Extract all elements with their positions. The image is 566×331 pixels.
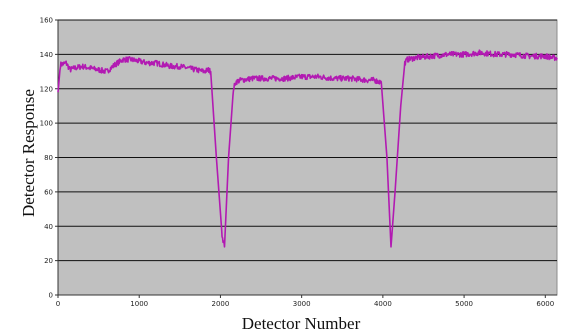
y-tick-label-140: 140 [40, 51, 53, 59]
y-tick-label-0: 0 [49, 292, 53, 300]
y-tick-label-60: 60 [44, 188, 53, 196]
y-axis-ticks: 0 20 40 60 80 100 120 140 160 [40, 17, 58, 300]
gridlines [58, 19, 557, 262]
x-axis-title: Detector Number [242, 314, 361, 331]
series-line-0 [57, 49, 558, 248]
series-group [57, 49, 558, 248]
y-axis-title: Detector Response [19, 89, 38, 217]
x-axis-ticks: 0 1000 2000 3000 4000 5000 6000 [56, 295, 554, 308]
x-tick-label-2000: 2000 [212, 300, 230, 308]
x-tick-label-1000: 1000 [130, 300, 148, 308]
x-tick-label-6000: 6000 [536, 300, 554, 308]
y-tick-label-80: 80 [44, 154, 53, 162]
x-tick-label-5000: 5000 [455, 300, 473, 308]
y-tick-label-40: 40 [44, 223, 53, 231]
x-tick-label-0: 0 [56, 300, 60, 308]
y-tick-label-100: 100 [40, 120, 53, 128]
y-tick-label-120: 120 [40, 85, 53, 93]
x-tick-label-4000: 4000 [374, 300, 392, 308]
y-tick-label-160: 160 [40, 17, 53, 25]
x-tick-label-3000: 3000 [293, 300, 311, 308]
y-tick-label-20: 20 [44, 257, 53, 265]
